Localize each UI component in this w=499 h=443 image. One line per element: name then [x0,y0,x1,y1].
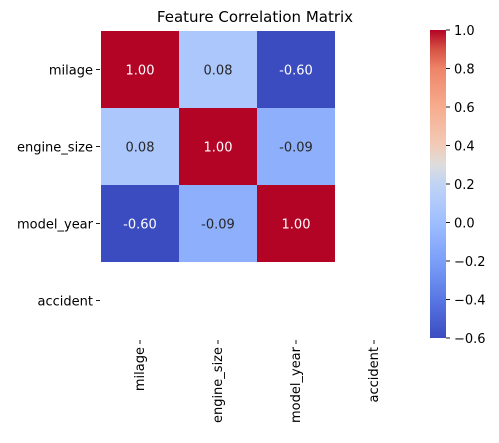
colorbar-tick-label: 0.2 [454,178,475,193]
cell-value-label: 1.00 [282,218,311,233]
heatmap-cells: 1.00 0.08 -0.60 0.08 1.00 -0.09 -0.60 -0.09 1.00 [101,31,335,262]
cell-value-label: -0.60 [123,218,157,233]
colorbar-scale [430,30,446,338]
colorbar-tick-label: −0.2 [454,255,486,270]
cell-value-label: 1.00 [126,64,155,79]
cell-value-label: -0.60 [279,64,313,79]
heatmap-cell [179,31,257,108]
x-tick-label: accident [367,347,382,402]
colorbar-tick-label: 1.0 [454,24,475,39]
colorbar-tick-label: 0.8 [454,63,475,78]
y-tick-label: milage [49,64,93,79]
cell-value-label: 0.08 [126,141,155,156]
colorbar-tick-label: −0.6 [454,332,486,347]
x-tick-label: model_year [289,346,304,423]
y-tick-label: accident [38,295,93,310]
colorbar-ticks: −0.6 −0.4 −0.2 0.0 0.2 0.4 0.6 0.8 1.0 [446,24,486,347]
chart-title: Feature Correlation Matrix [157,8,353,26]
heatmap-cell [257,31,335,108]
x-axis: milage engine_size model_year accident [133,340,382,423]
y-tick-label: engine_size [17,141,93,156]
colorbar-tick-label: −0.4 [454,294,486,309]
cell-value-label: -0.09 [279,141,313,156]
heatmap-cell [179,108,257,185]
cell-value-label: 1.00 [204,141,233,156]
heatmap-cell [101,108,179,185]
colorbar: −0.6 −0.4 −0.2 0.0 0.2 0.4 0.6 0.8 1.0 [430,24,486,347]
heatmap-cell [257,108,335,185]
y-axis: milage engine_size model_year accident [17,64,100,310]
heatmap-cell [179,185,257,262]
x-tick-label: engine_size [211,347,226,423]
heatmap-cell [101,185,179,262]
cell-value-label: 0.08 [204,64,233,79]
x-tick-label: milage [133,347,148,391]
y-tick-label: model_year [17,218,94,233]
cell-value-label: -0.09 [201,218,235,233]
heatmap-cell [101,31,179,108]
heatmap-cell [257,185,335,262]
colorbar-tick-label: 0.4 [454,140,475,155]
colorbar-tick-label: 0.6 [454,101,475,116]
colorbar-tick-label: 0.0 [454,217,475,232]
